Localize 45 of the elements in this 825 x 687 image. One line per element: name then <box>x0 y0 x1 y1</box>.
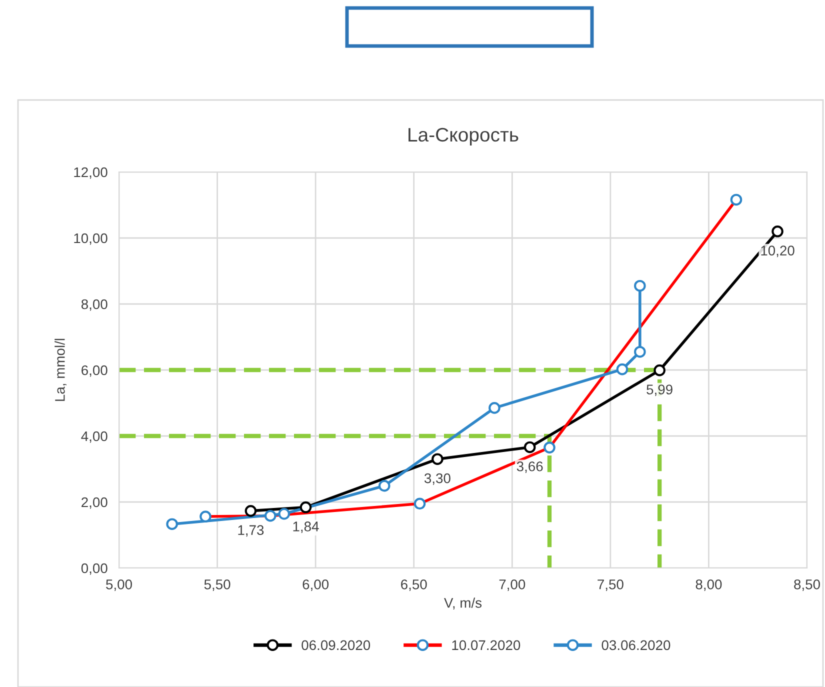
x-tick-label: 7,00 <box>499 579 526 591</box>
y-tick-label: 12,00 <box>74 167 108 179</box>
point <box>200 510 212 522</box>
x-tick-label: 7,50 <box>598 579 624 591</box>
legend-label: 06.09.2020 <box>302 640 370 650</box>
point <box>730 194 742 206</box>
point <box>414 498 426 510</box>
point <box>524 441 536 454</box>
data-label: 3,66 <box>516 461 543 473</box>
x-tick-label: 5,00 <box>106 579 132 591</box>
x-tick-label: 8,00 <box>696 579 722 591</box>
point <box>278 508 290 520</box>
point <box>378 480 390 492</box>
y-tick-label: 2,00 <box>82 497 108 509</box>
x-tick-label: 6,50 <box>401 579 427 591</box>
y-tick-label: 4,00 <box>81 431 108 443</box>
point <box>772 225 784 238</box>
point <box>616 363 628 376</box>
y-tick-label: 10,00 <box>74 233 108 245</box>
point <box>432 453 444 466</box>
data-label: 10,20 <box>761 246 794 258</box>
legend-label: 10.07.2020 <box>452 640 520 650</box>
x-tick-label: 6,00 <box>302 579 329 591</box>
point <box>264 510 276 522</box>
data-label: 1,84 <box>293 522 319 534</box>
y-tick-label: 0,00 <box>81 563 108 575</box>
legend-label: 03.06.2020 <box>602 640 670 650</box>
y-tick-label: 6,00 <box>82 365 108 377</box>
data-label: 3,30 <box>424 473 450 485</box>
data-label: 5,99 <box>646 384 672 396</box>
point <box>634 280 646 292</box>
point <box>166 518 178 530</box>
point <box>654 364 666 376</box>
x-axis-title: V, m/s <box>444 598 482 610</box>
data-label: 1,73 <box>238 525 264 537</box>
point <box>488 402 500 414</box>
point <box>544 442 556 454</box>
point <box>634 346 646 358</box>
x-tick-label: 8,50 <box>794 579 820 591</box>
x-tick-label: 5,50 <box>204 579 230 591</box>
y-tick-label: 8,00 <box>81 299 108 311</box>
point <box>244 505 257 517</box>
y-axis-title: La, mmol/l <box>54 338 66 401</box>
chart-title: La-Скорость <box>408 128 518 146</box>
point <box>300 501 312 514</box>
